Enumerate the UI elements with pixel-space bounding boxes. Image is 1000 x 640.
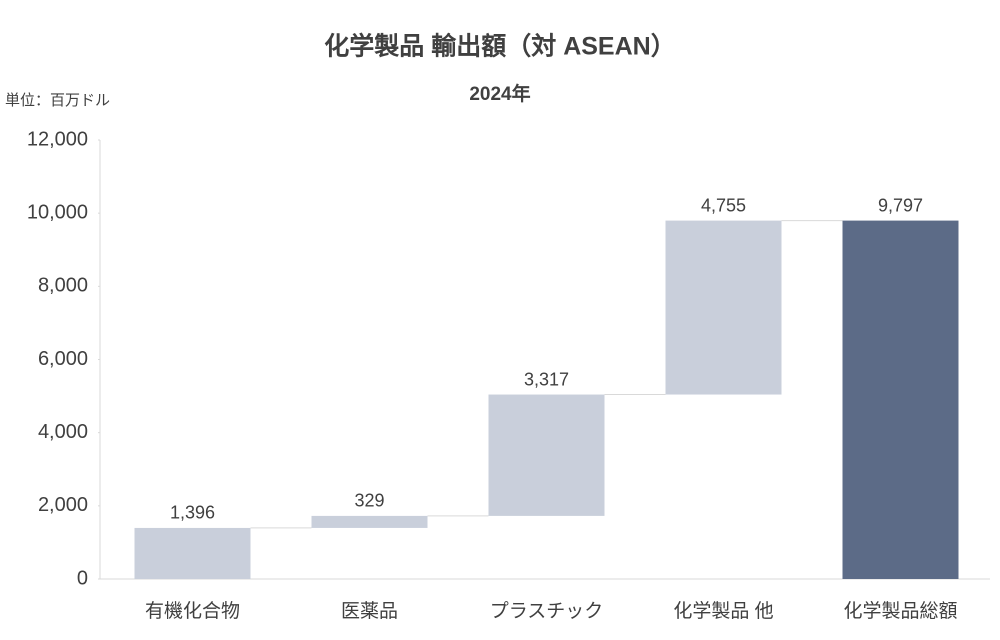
y-tick-label: 0	[77, 567, 88, 589]
bar	[311, 515, 428, 528]
value-label: 9,797	[878, 195, 923, 215]
y-tick-label: 8,000	[38, 275, 88, 297]
y-tick-label: 6,000	[38, 348, 88, 370]
y-tick-label: 2,000	[38, 494, 88, 516]
chart-title: 化学製品 輸出額（対 ASEAN）	[324, 32, 675, 61]
x-tick-label: 化学製品 他	[673, 600, 773, 622]
bar	[134, 527, 251, 579]
y-tick-label: 12,000	[27, 128, 88, 150]
y-tick-label: 4,000	[38, 421, 88, 443]
chart-subtitle: 2024年	[469, 82, 530, 105]
bar	[488, 394, 605, 516]
value-label: 329	[354, 491, 384, 511]
value-label: 4,755	[701, 195, 746, 215]
bar	[842, 220, 959, 579]
y-tick-label: 10,000	[27, 201, 88, 223]
unit-label: 単位：百万ドル	[5, 92, 110, 109]
x-tick-label: プラスチック	[490, 600, 604, 622]
value-label: 3,317	[524, 369, 569, 389]
x-tick-label: 有機化合物	[145, 600, 240, 622]
value-label: 1,396	[170, 503, 215, 523]
bar	[665, 220, 782, 395]
x-tick-label: 化学製品総額	[843, 600, 957, 622]
x-tick-label: 医薬品	[341, 600, 398, 622]
